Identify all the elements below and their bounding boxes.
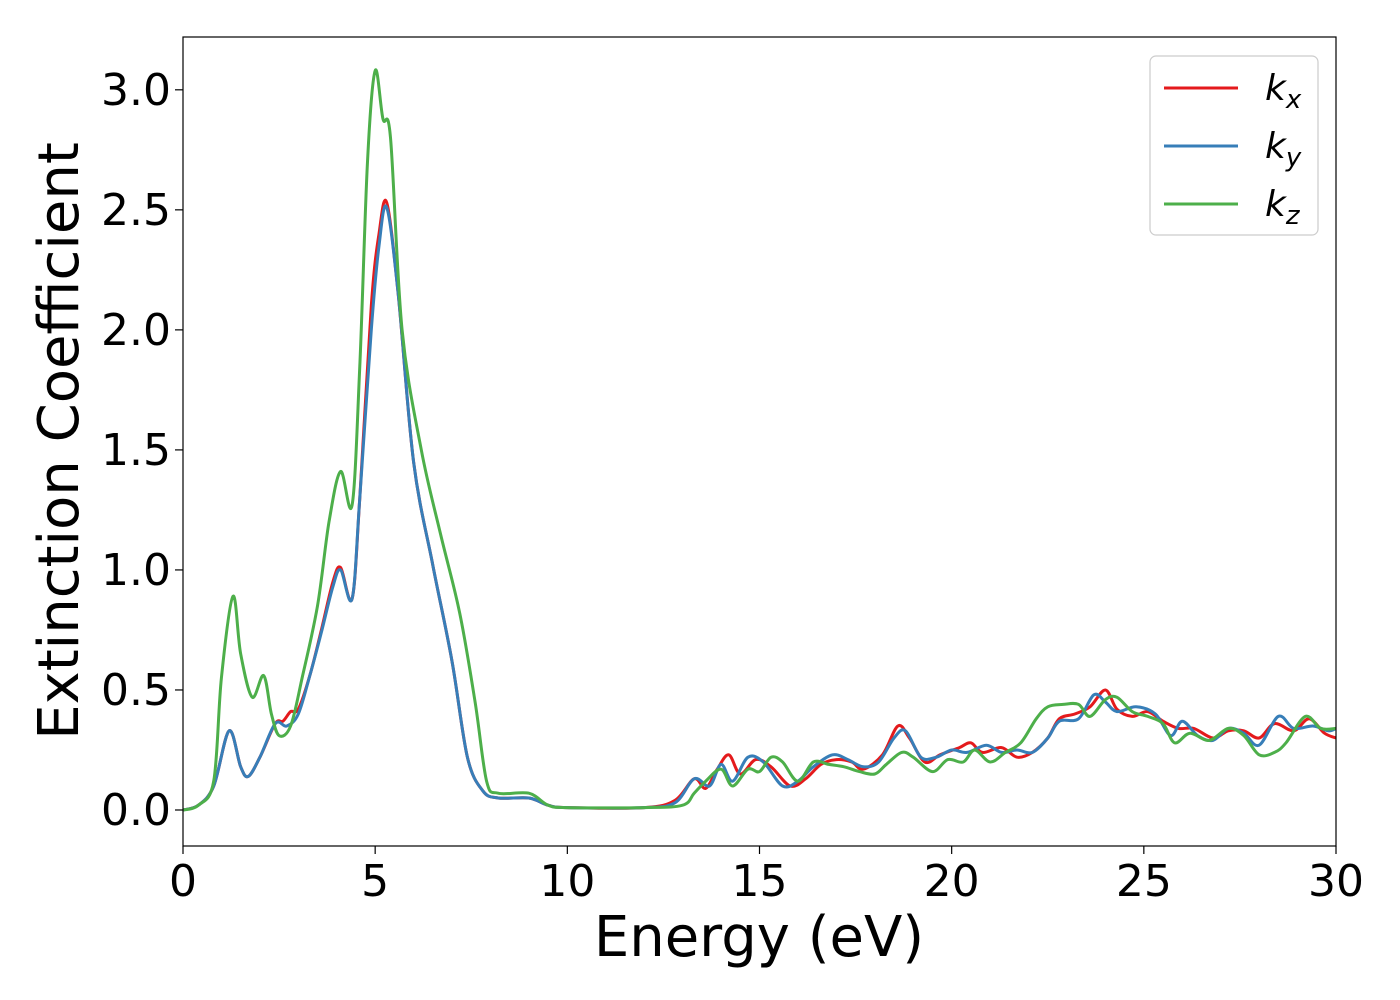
y-tick-label: 2.0: [101, 305, 171, 356]
legend-label-x: kx: [1265, 68, 1302, 115]
legend-label-z: kz: [1265, 184, 1301, 231]
series-line-y: [183, 204, 1336, 812]
x-tick-label: 30: [1308, 856, 1364, 907]
y-axis-title: Extinction Coefficient: [27, 142, 92, 740]
x-tick-label: 20: [924, 856, 980, 907]
series-layer: [183, 68, 1336, 812]
series-line-z: [183, 68, 1336, 812]
y-tick-label: 0.0: [101, 785, 171, 836]
series-line-x: [183, 198, 1336, 812]
x-axis: 0 5 10 15 20 25 30: [169, 846, 1364, 907]
y-tick-label: 1.5: [101, 425, 171, 476]
y-tick-label: 0.5: [101, 665, 171, 716]
y-tick-label: 1.0: [101, 545, 171, 596]
y-tick-label: 3.0: [101, 65, 171, 116]
x-tick-label: 10: [539, 856, 595, 907]
x-tick-label: 0: [169, 856, 197, 907]
y-axis: 0.0 0.5 1.0 1.5 2.0 2.5 3.0: [101, 65, 183, 836]
legend: kx ky kz: [1149, 55, 1319, 236]
x-axis-title: Energy (eV): [594, 905, 924, 970]
x-tick-label: 15: [732, 856, 788, 907]
legend-label-y: ky: [1265, 126, 1302, 173]
y-tick-label: 2.5: [101, 185, 171, 236]
x-tick-label: 25: [1116, 856, 1172, 907]
x-tick-label: 5: [361, 856, 389, 907]
